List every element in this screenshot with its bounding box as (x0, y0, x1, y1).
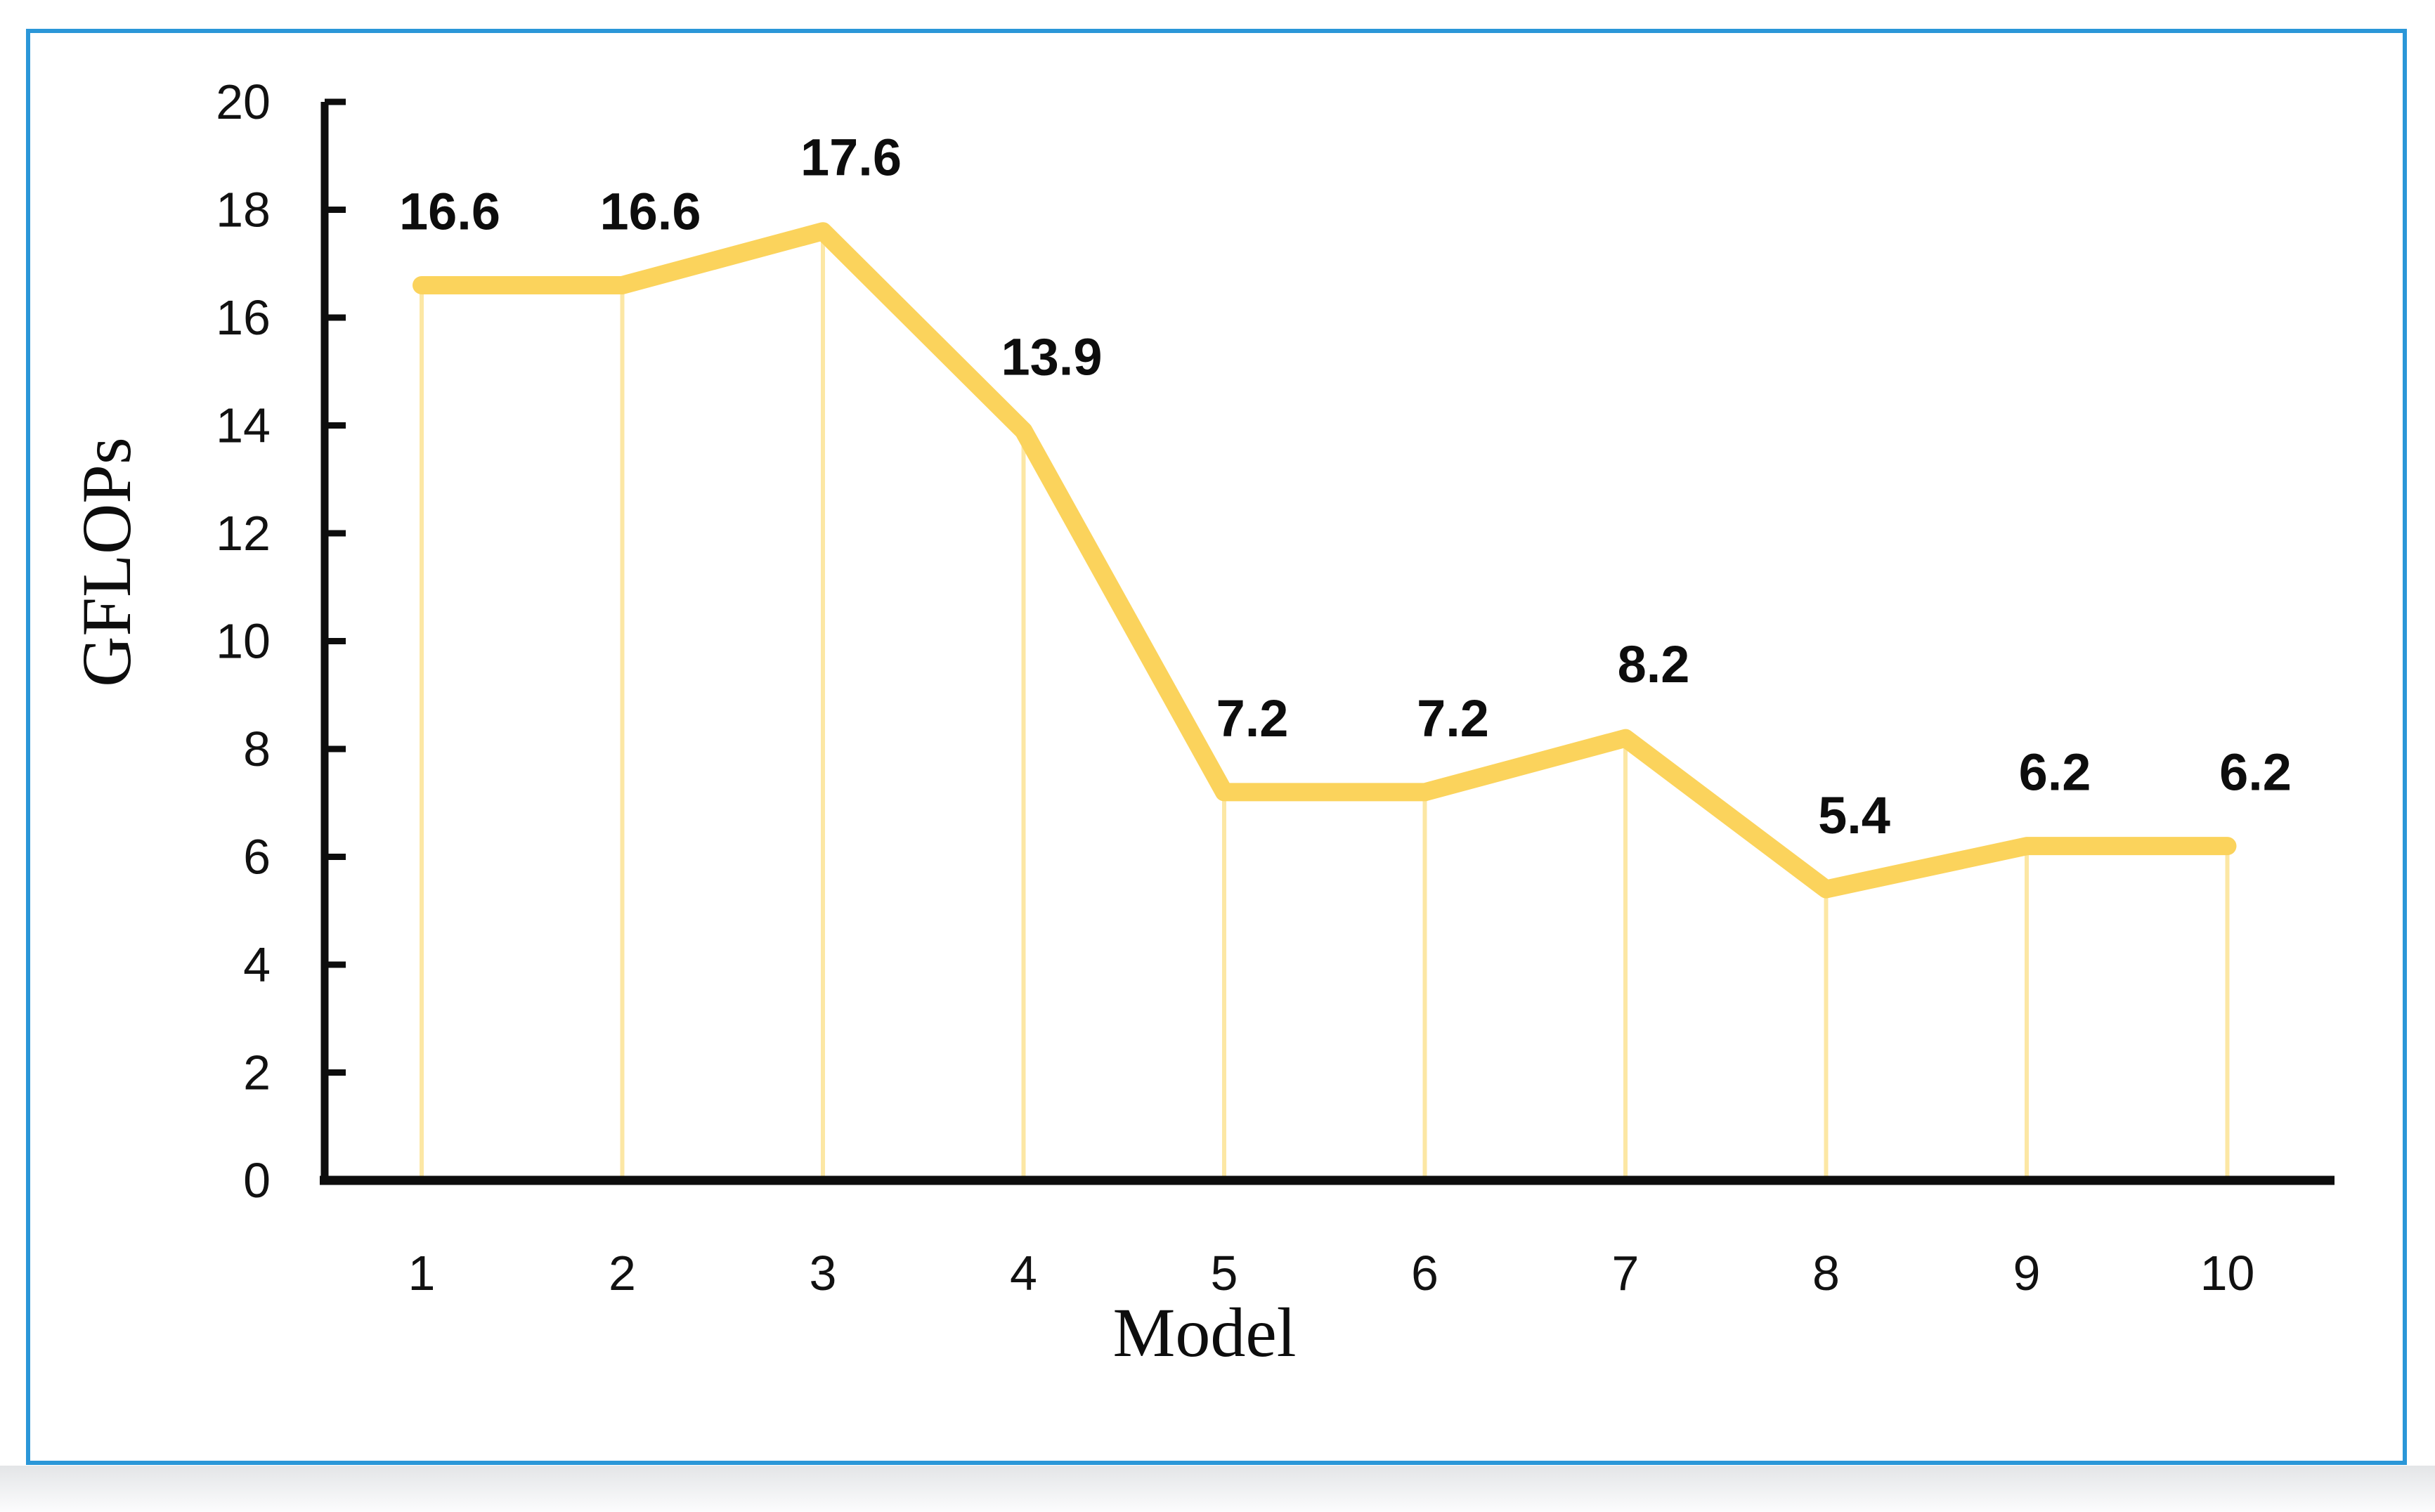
data-label: 17.6 (800, 129, 902, 187)
x-tick-label: 8 (1812, 1246, 1840, 1301)
data-label: 8.2 (1618, 635, 1690, 693)
data-label: 6.2 (2219, 743, 2292, 802)
frame-shadow (0, 1466, 2435, 1512)
x-tick-label: 5 (1211, 1246, 1238, 1301)
data-labels: 16.6 16.6 17.6 13.9 7.2 7.2 8.2 5.4 6.2 6.2 (399, 129, 2292, 845)
y-tick-label: 10 (216, 614, 271, 669)
y-tick-label: 16 (216, 290, 271, 345)
x-tick-label: 9 (2013, 1246, 2041, 1301)
y-axis-title: GFLOPs (67, 437, 145, 687)
data-label: 16.6 (399, 182, 500, 240)
y-tick-label: 18 (216, 183, 271, 237)
y-axis-tick-labels: 0 2 4 6 8 10 12 14 16 18 20 (216, 74, 271, 1208)
x-tick-label: 4 (1010, 1246, 1037, 1301)
y-tick-label: 12 (216, 506, 271, 561)
data-label: 16.6 (599, 182, 701, 240)
y-tick-label: 20 (216, 74, 271, 129)
y-tick-label: 0 (243, 1153, 271, 1208)
x-tick-label: 2 (609, 1246, 636, 1301)
x-tick-label: 7 (1612, 1246, 1639, 1301)
data-label: 6.2 (2019, 743, 2091, 802)
data-label: 7.2 (1216, 689, 1289, 748)
data-label: 7.2 (1417, 689, 1489, 748)
frame-border (26, 29, 2407, 1465)
x-axis-title: Model (1112, 1293, 1296, 1371)
x-tick-label: 3 (810, 1246, 837, 1301)
y-tick-label: 14 (216, 398, 271, 453)
y-axis (320, 98, 346, 1180)
series-line (413, 222, 2237, 899)
x-tick-label: 1 (408, 1246, 436, 1301)
y-tick-label: 2 (243, 1045, 271, 1100)
data-label: 5.4 (1818, 786, 1890, 845)
drop-lines (420, 231, 2230, 1178)
x-axis-tick-labels: 1 2 3 4 5 6 7 8 9 10 (408, 1246, 2255, 1301)
y-tick-label: 4 (243, 937, 271, 992)
x-tick-label: 6 (1411, 1246, 1439, 1301)
y-tick-label: 8 (243, 722, 271, 776)
data-label: 13.9 (1001, 328, 1102, 386)
y-tick-label: 6 (243, 830, 271, 885)
x-tick-label: 10 (2200, 1246, 2255, 1301)
